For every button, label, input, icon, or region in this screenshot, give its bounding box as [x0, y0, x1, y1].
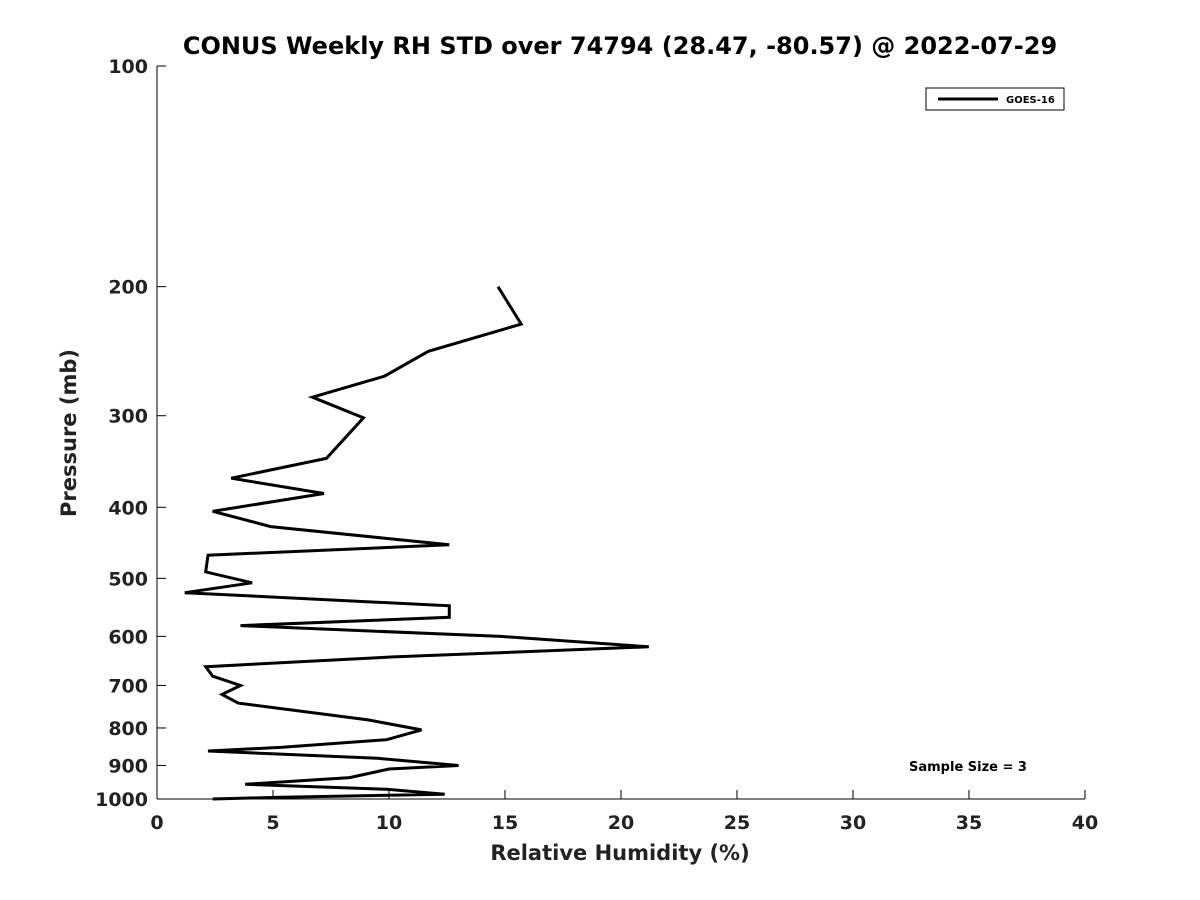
y-tick-label: 800	[108, 718, 148, 740]
series-layer	[184, 285, 649, 801]
x-axis: 0 5 10 15 20 25 30 35 40	[150, 790, 1098, 834]
legend: GOES-16	[925, 87, 1065, 111]
x-tick-label: 15	[492, 812, 518, 834]
y-tick-label: 500	[108, 568, 148, 590]
x-tick-label: 20	[608, 812, 634, 834]
y-tick-label: 200	[108, 277, 148, 299]
y-tick-label: 300	[108, 406, 148, 428]
y-tick-label: 900	[108, 755, 148, 777]
y-tick-label: 400	[108, 497, 148, 519]
x-tick-label: 35	[956, 812, 982, 834]
y-axis-label: Pressure (mb)	[57, 349, 81, 517]
x-axis-label: Relative Humidity (%)	[490, 841, 749, 865]
y-tick-label: 1000	[95, 789, 148, 811]
sample-size-annotation: Sample Size = 3	[909, 760, 1027, 775]
y-tick-label: 700	[108, 675, 148, 697]
x-tick-label: 25	[724, 812, 750, 834]
x-tick-label: 5	[266, 812, 279, 834]
y-axis: 100 200 300 400 500 600 700 800 900 1000	[95, 56, 166, 811]
x-tick-label: 40	[1072, 812, 1098, 834]
x-tick-label: 10	[376, 812, 402, 834]
x-tick-label: 0	[150, 812, 163, 834]
chart-title: CONUS Weekly RH STD over 74794 (28.47, -…	[183, 32, 1057, 60]
y-tick-label: 100	[108, 56, 148, 78]
y-tick-label: 600	[108, 626, 148, 648]
series-line-goes-16	[184, 285, 649, 801]
legend-label-goes-16: GOES-16	[1006, 95, 1055, 106]
x-tick-label: 30	[840, 812, 866, 834]
